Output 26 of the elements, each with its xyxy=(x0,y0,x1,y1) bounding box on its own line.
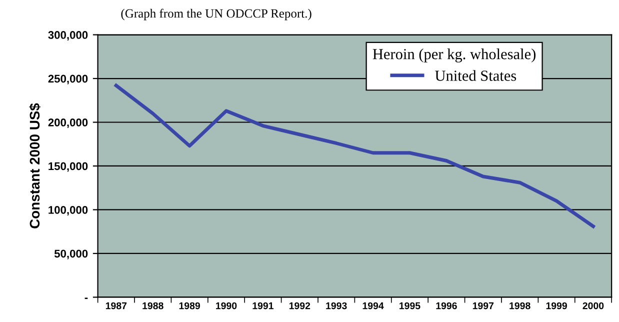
x-tick-label: 1991 xyxy=(252,302,274,310)
x-tick-label: 1992 xyxy=(289,302,310,310)
y-tick-label: 250,000 xyxy=(48,74,88,84)
y-tick-label: 150,000 xyxy=(48,162,88,172)
x-tick-label: 1987 xyxy=(106,302,127,310)
line-series xyxy=(114,84,595,228)
legend-label: United States xyxy=(435,70,516,81)
x-tick-label: 1999 xyxy=(546,302,567,310)
legend-title: Heroin (per kg. wholesale) xyxy=(372,48,536,62)
x-tick-label: 1998 xyxy=(510,302,530,310)
x-tick-label: 1996 xyxy=(436,302,457,310)
x-tick-label: 1989 xyxy=(179,302,200,310)
text: (Graph from the UN ODCCP Report.) xyxy=(121,8,312,20)
x-tick-label: 1994 xyxy=(362,302,384,310)
y-tick-label: 50,000 xyxy=(54,250,88,260)
x-tick-label: 1988 xyxy=(142,302,164,310)
y-tick-label: 300,000 xyxy=(48,31,88,41)
y-axis-title: Constant 2000 US$ xyxy=(29,103,41,228)
y-tick-label: 200,000 xyxy=(48,118,88,128)
x-tick-label: 1993 xyxy=(326,302,347,310)
y-tick-label: 100,000 xyxy=(48,206,88,216)
x-tick-label: 2000 xyxy=(582,302,604,310)
x-tick-label: 1997 xyxy=(472,302,494,310)
y-tick-label: - xyxy=(84,298,88,300)
x-tick-label: 1990 xyxy=(216,302,237,310)
x-tick-label: 1995 xyxy=(400,302,420,310)
